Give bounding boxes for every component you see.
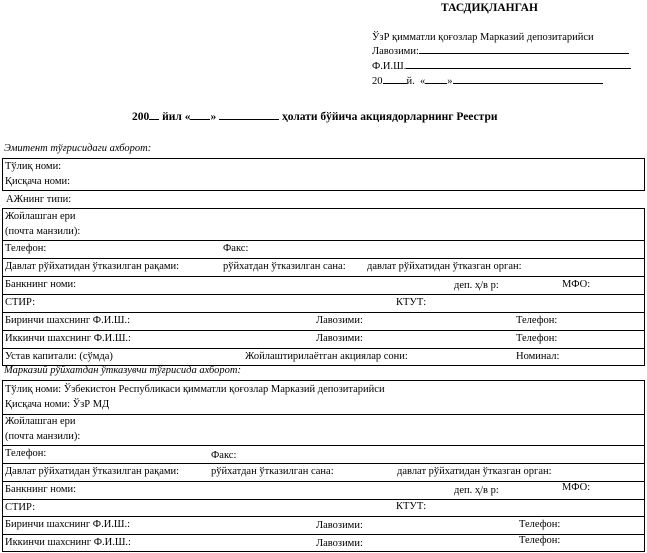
registrar-phone: Телефон: <box>5 448 47 459</box>
registrar-address-2: (почта манзили): <box>5 431 81 442</box>
issuer-section-label: Эмитент тўғрисидаги ахборот: <box>4 143 152 154</box>
day-blank[interactable] <box>425 83 448 84</box>
issuer-short-name: Қисқача номи: <box>5 176 71 187</box>
title-year: 200 <box>132 111 150 123</box>
issuer-shares-count: Жойлаштирилаётган акциялар сони: <box>245 351 408 362</box>
registrar-second-position: Лавозими: <box>316 538 363 549</box>
date-year-suffix: й. <box>406 76 415 87</box>
issuer-second-phone: Телефон: <box>516 333 558 344</box>
issuer-first-phone: Телефон: <box>516 315 558 326</box>
title-year-blank[interactable] <box>149 119 160 120</box>
registrar-reg-number: Давлат рўйхатидан ўтказилган рақами: <box>5 466 180 477</box>
registrar-first-position: Лавозими: <box>316 520 363 531</box>
approval-name: Ф.И.Ш. <box>372 61 632 72</box>
registrar-reg-date: рўйхатдан ўтказилган сана: <box>211 466 334 477</box>
issuer-mfo: МФО: <box>562 279 591 290</box>
position-blank[interactable] <box>418 53 629 54</box>
issuer-bank: Банкнинг номи: <box>5 279 77 290</box>
registrar-short-name: Қисқача номи: ЎзР МД <box>5 399 110 410</box>
issuer-capital: Устав капитали: (сўмда) <box>5 351 113 362</box>
title-day-blank[interactable] <box>190 119 211 120</box>
title-month-blank[interactable] <box>219 119 280 120</box>
issuer-phone: Телефон: <box>5 243 47 254</box>
issuer-reg-date: рўйхатдан ўтказилган сана: <box>223 261 346 272</box>
month-blank[interactable] <box>452 83 603 84</box>
registrar-account: деп. ҳ/в р: <box>454 485 499 496</box>
registrar-first-person: Биринчи шахснинг Ф.И.Ш.: <box>5 519 131 530</box>
registrar-mfo: МФО: <box>562 482 591 493</box>
registrar-ktut: КТУТ: <box>396 501 427 512</box>
registrar-first-phone: Телефон: <box>519 519 561 530</box>
issuer-reg-body: давлат рўйхатидан ўтказган орган: <box>367 261 522 272</box>
date-year: 20 <box>372 76 383 87</box>
issuer-jsc-type: АЖнинг типи: <box>6 194 72 205</box>
registrar-fax: Факс: <box>211 450 237 461</box>
issuer-name-box: Тўлиқ номи: Қисқача номи: <box>2 158 645 191</box>
issuer-first-person: Биринчи шахснинг Ф.И.Ш.: <box>5 315 131 326</box>
issuer-reg-number: Давлат рўйхатидан ўтказилган рақами: <box>5 261 180 272</box>
issuer-account: деп. ҳ/в р: <box>454 280 499 291</box>
registrar-full-name: Тўлиқ номи: Ўзбекистон Республикаси қимм… <box>5 384 385 395</box>
issuer-fax: Факс: <box>223 243 249 254</box>
registrar-details-box: Тўлиқ номи: Ўзбекистон Республикаси қимм… <box>2 380 645 552</box>
issuer-stir: СТИР: <box>5 297 36 308</box>
approval-heading: ТАСДИҚЛАНГАН <box>441 2 538 14</box>
approval-date: 20 й. « » <box>372 76 603 87</box>
issuer-second-position: Лавозими: <box>316 333 363 344</box>
name-blank[interactable] <box>406 68 632 69</box>
issuer-address-1: Жойлашган ери <box>5 211 76 222</box>
issuer-first-position: Лавозими: <box>316 315 363 326</box>
approval-org: ЎзР қимматли қоғозлар Марказий депозитар… <box>372 32 594 43</box>
issuer-full-name: Тўлиқ номи: <box>5 161 62 172</box>
year-blank[interactable] <box>382 83 407 84</box>
quote-close: » <box>447 76 453 87</box>
title-quote-close: » <box>210 111 217 123</box>
approval-position: Лавозими: <box>372 46 629 57</box>
title-rest: ҳолати бўйича акциядорларнинг Реестри <box>281 111 498 123</box>
registrar-bank: Банкнинг номи: <box>5 484 77 495</box>
registrar-section-label: Марказий рўйхатдан ўтказувчи тўғрисида а… <box>4 365 241 376</box>
issuer-ktut: КТУТ: <box>396 297 427 308</box>
issuer-nominal: Номинал: <box>516 351 560 362</box>
position-label: Лавозими: <box>372 46 419 57</box>
issuer-second-person: Иккинчи шахснинг Ф.И.Ш.: <box>5 333 131 344</box>
document-title: 200 йил « » ҳолати бўйича акциядорларнинг… <box>132 111 497 123</box>
registrar-second-person: Иккинчи шахснинг Ф.И.Ш.: <box>5 537 131 548</box>
registrar-reg-body: давлат рўйхатидан ўтказган орган: <box>397 466 552 477</box>
issuer-address-2: (почта манзили): <box>5 226 81 237</box>
registrar-address-1: Жойлашган ери <box>5 416 76 427</box>
name-label: Ф.И.Ш. <box>372 61 407 72</box>
registrar-second-phone: Телефон: <box>519 535 561 546</box>
quote-open: « <box>420 76 426 87</box>
issuer-details-box: Жойлашган ери (почта манзили): Телефон: Фа… <box>2 208 645 366</box>
registrar-stir: СТИР: <box>5 502 36 513</box>
title-year-suffix: йил « <box>162 111 191 123</box>
